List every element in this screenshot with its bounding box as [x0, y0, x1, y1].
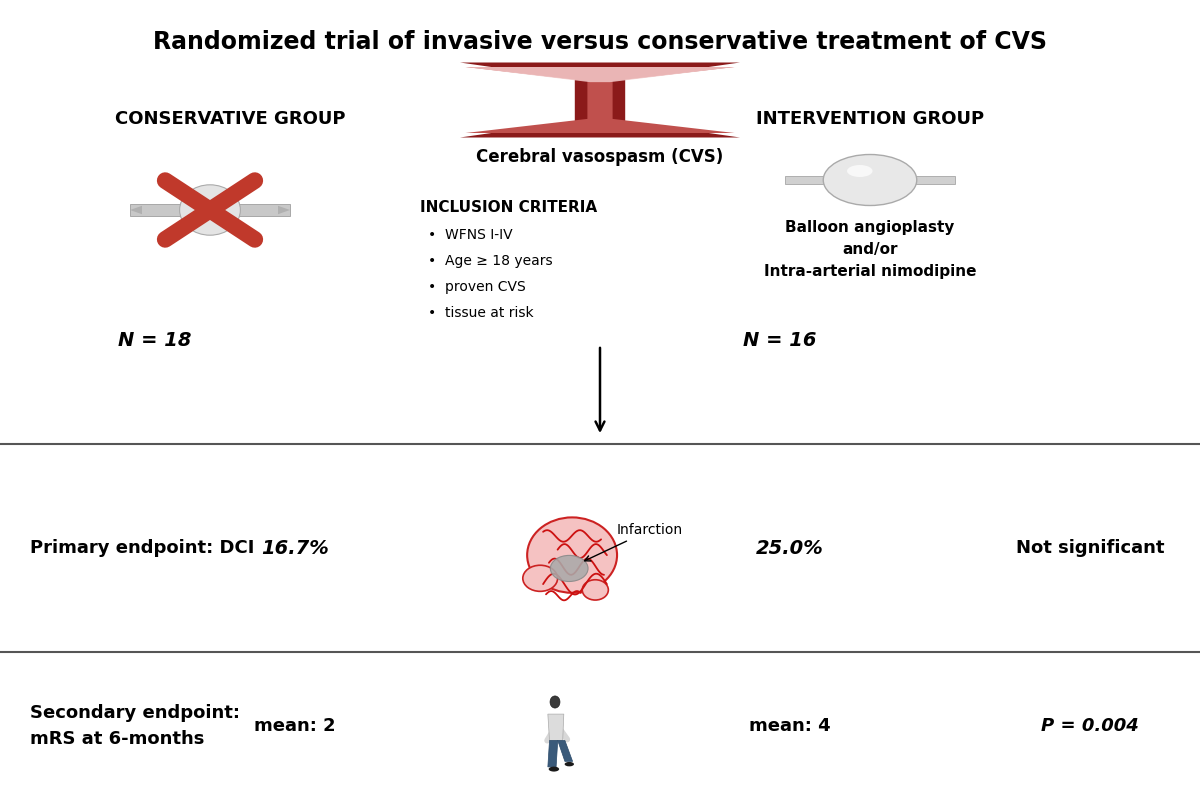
- Polygon shape: [466, 67, 734, 82]
- Text: 16.7%: 16.7%: [262, 538, 329, 558]
- Polygon shape: [130, 204, 290, 215]
- Ellipse shape: [523, 566, 558, 591]
- Text: Not significant: Not significant: [1015, 539, 1164, 557]
- Ellipse shape: [548, 766, 559, 771]
- Text: Cerebral vasospasm (CVS): Cerebral vasospasm (CVS): [476, 148, 724, 166]
- Ellipse shape: [582, 580, 608, 600]
- Text: N = 18: N = 18: [119, 330, 192, 350]
- Text: P = 0.004: P = 0.004: [1042, 717, 1139, 735]
- Text: mean: 4: mean: 4: [749, 717, 830, 735]
- Text: INCLUSION CRITERIA: INCLUSION CRITERIA: [420, 200, 598, 215]
- Text: N = 16: N = 16: [743, 330, 817, 350]
- Ellipse shape: [565, 762, 574, 766]
- Polygon shape: [558, 741, 572, 762]
- Text: Randomized trial of invasive versus conservative treatment of CVS: Randomized trial of invasive versus cons…: [154, 30, 1046, 54]
- Text: •  tissue at risk: • tissue at risk: [428, 306, 534, 320]
- Text: mean: 2: mean: 2: [254, 717, 336, 735]
- Text: •  proven CVS: • proven CVS: [428, 280, 526, 294]
- Text: •  WFNS I-IV: • WFNS I-IV: [428, 228, 512, 242]
- Ellipse shape: [180, 185, 240, 235]
- Polygon shape: [785, 176, 955, 184]
- Text: Balloon angioplasty
and/or
Intra-arterial nimodipine: Balloon angioplasty and/or Intra-arteria…: [763, 220, 977, 279]
- Polygon shape: [460, 62, 740, 138]
- Text: Infarction: Infarction: [584, 523, 683, 561]
- Ellipse shape: [847, 165, 872, 177]
- Text: Primary endpoint: DCI: Primary endpoint: DCI: [30, 539, 254, 557]
- Ellipse shape: [527, 518, 617, 593]
- Polygon shape: [548, 741, 558, 767]
- Text: Secondary endpoint:
mRS at 6-months: Secondary endpoint: mRS at 6-months: [30, 705, 240, 747]
- Text: 25.0%: 25.0%: [756, 538, 824, 558]
- Polygon shape: [548, 714, 564, 741]
- Ellipse shape: [551, 555, 588, 582]
- Text: INTERVENTION GROUP: INTERVENTION GROUP: [756, 110, 984, 128]
- Text: CONSERVATIVE GROUP: CONSERVATIVE GROUP: [115, 110, 346, 128]
- Polygon shape: [466, 67, 734, 133]
- Ellipse shape: [823, 154, 917, 206]
- Text: •  Age ≥ 18 years: • Age ≥ 18 years: [428, 254, 553, 268]
- Polygon shape: [130, 206, 142, 214]
- Polygon shape: [278, 206, 290, 214]
- Ellipse shape: [550, 696, 560, 708]
